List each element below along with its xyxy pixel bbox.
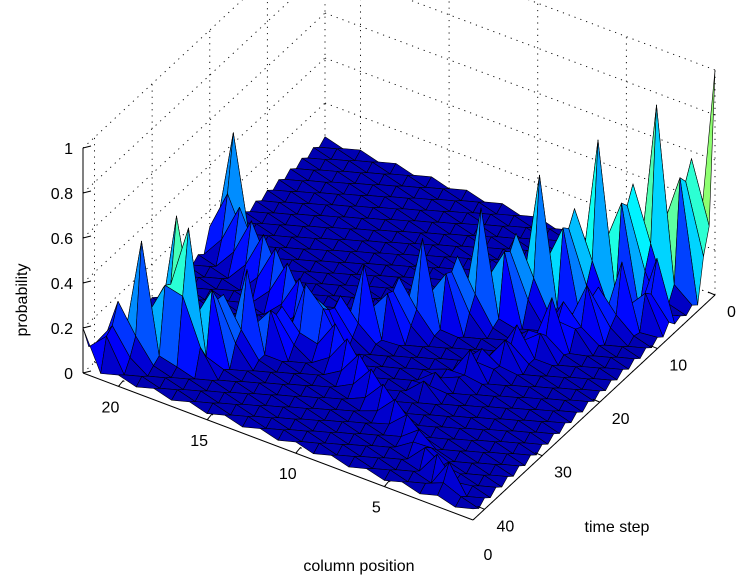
z-tick-label: 0.8 [51, 186, 73, 203]
x-axis-label: column position [303, 558, 414, 575]
x-tick-label: 20 [102, 399, 120, 416]
z-axis-label: probability [14, 264, 31, 337]
probability-surface [82, 69, 716, 510]
x-tick-label: 5 [372, 500, 381, 517]
z-tick-label: 0.6 [51, 231, 73, 248]
y-axis-label: time step [585, 519, 650, 536]
y-tick-label: 0 [727, 304, 736, 321]
y-tick-label: 10 [669, 358, 687, 375]
x-tick-label: 10 [279, 466, 297, 483]
z-tick-label: 0.4 [51, 276, 73, 293]
z-tick-label: 0 [64, 366, 73, 383]
x-tick-label: 0 [484, 547, 493, 564]
surface-patch [454, 496, 480, 510]
x-tick-label: 15 [190, 433, 208, 450]
z-tick-label: 0.2 [51, 321, 73, 338]
surface-patch [318, 136, 344, 150]
y-tick-label: 30 [554, 465, 572, 482]
y-tick-label: 40 [497, 518, 515, 535]
z-tick-label: 1 [64, 141, 73, 158]
y-tick-label: 20 [612, 411, 630, 428]
